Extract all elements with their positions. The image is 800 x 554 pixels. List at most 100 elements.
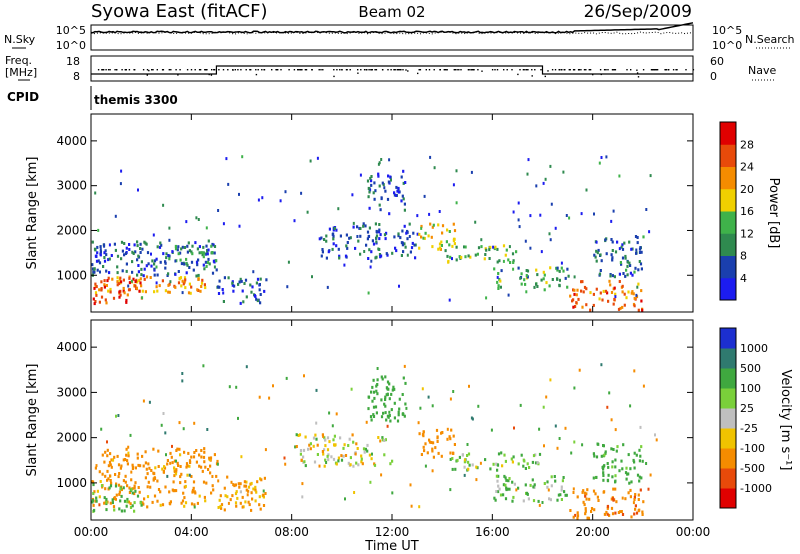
heatmap-cell: [142, 399, 145, 403]
heatmap-cell: [208, 262, 211, 266]
nave-point: [580, 69, 582, 71]
heatmap-cell: [293, 219, 296, 223]
heatmap-cell: [168, 290, 171, 294]
heatmap-cell: [139, 242, 142, 246]
heatmap-cell: [361, 462, 364, 466]
heatmap-cell: [614, 474, 617, 478]
heatmap-cell: [499, 279, 502, 283]
heatmap-cell: [363, 250, 366, 253]
heatmap-cell: [206, 249, 209, 252]
heatmap-cell: [513, 426, 515, 430]
heatmap-cell: [618, 174, 621, 178]
heatmap-cell: [211, 475, 214, 478]
nave-point: [468, 69, 470, 71]
heatmap-cell: [582, 489, 585, 493]
nave-point: [349, 69, 351, 71]
heatmap-cell: [131, 491, 134, 495]
heatmap-cell: [128, 243, 131, 246]
heatmap-cell: [623, 292, 626, 296]
heatmap-cell: [206, 261, 210, 264]
nave-point: [481, 70, 483, 72]
colorbar-tick-label: -1000: [740, 482, 772, 495]
heatmap-cell: [195, 449, 198, 452]
heatmap-cell: [303, 460, 306, 464]
heatmap-cell: [401, 412, 405, 416]
heatmap-cell: [92, 480, 95, 484]
heatmap-cell: [116, 254, 120, 258]
heatmap-cell: [575, 293, 578, 297]
heatmap-cell: [402, 376, 405, 380]
heatmap-cell: [177, 270, 180, 273]
heatmap-cell: [118, 507, 121, 511]
heatmap-cell: [301, 495, 304, 499]
heatmap-cell: [220, 503, 224, 507]
power-plot-frame: [90, 113, 694, 313]
heatmap-cell: [605, 155, 608, 159]
heatmap-cell: [219, 504, 222, 508]
heatmap-cell: [466, 454, 469, 457]
velocity-ylabel: Slant Range [km]: [25, 364, 40, 477]
heatmap-cell: [598, 272, 602, 276]
heatmap-cell: [467, 467, 470, 471]
heatmap-cell: [300, 458, 303, 462]
heatmap-cell: [380, 158, 383, 161]
nave-point: [97, 69, 100, 71]
heatmap-cell: [155, 281, 158, 285]
heatmap-cell: [343, 263, 346, 267]
heatmap-cell: [526, 492, 529, 496]
heatmap-cell: [562, 170, 565, 174]
heatmap-cell: [95, 293, 98, 297]
heatmap-cell: [117, 463, 121, 467]
nave-point: [651, 69, 653, 71]
heatmap-cell: [179, 258, 182, 262]
nsky-label: N.Sky: [4, 33, 36, 46]
heatmap-cell: [557, 493, 560, 497]
heatmap-cell: [431, 469, 434, 473]
heatmap-cell: [580, 212, 583, 216]
heatmap-cell: [536, 273, 539, 277]
heatmap-cell: [326, 436, 330, 440]
heatmap-cell: [418, 232, 421, 236]
heatmap-cell: [99, 248, 102, 252]
heatmap-cell: [633, 369, 636, 373]
heatmap-cell: [130, 279, 133, 283]
heatmap-cell: [171, 461, 174, 465]
nave-point: [558, 69, 561, 71]
heatmap-cell: [636, 285, 639, 289]
heatmap-cell: [245, 488, 248, 492]
heatmap-cell: [633, 512, 636, 516]
heatmap-cell: [312, 444, 315, 448]
nave-point: [204, 69, 206, 71]
velocity-plot-frame: [90, 319, 694, 521]
nave-point: [151, 69, 153, 71]
heatmap-cell: [134, 250, 137, 254]
heatmap-cell: [397, 232, 400, 236]
heatmap-cell: [611, 258, 614, 262]
heatmap-cell: [539, 213, 542, 217]
heatmap-cell: [185, 261, 188, 265]
nave-point: [333, 69, 335, 71]
heatmap-cell: [612, 209, 615, 213]
heatmap-cell: [373, 181, 376, 185]
heatmap-cell: [503, 453, 506, 457]
nave-point: [374, 69, 376, 71]
heatmap-cell: [572, 288, 575, 292]
heatmap-cell: [108, 243, 111, 247]
heatmap-cell: [156, 245, 159, 249]
heatmap-cell: [144, 290, 147, 294]
heatmap-cell: [122, 486, 125, 490]
heatmap-cell: [625, 466, 628, 470]
heatmap-cell: [533, 483, 536, 487]
heatmap-cell: [118, 492, 121, 496]
heatmap-cell: [424, 442, 427, 446]
heatmap-cell: [449, 437, 452, 441]
heatmap-cell: [327, 250, 330, 254]
heatmap-cell: [174, 472, 178, 476]
heatmap-cell: [323, 464, 326, 468]
heatmap-cell: [321, 248, 324, 251]
heatmap-cell: [408, 235, 411, 238]
heatmap-cell: [496, 260, 499, 264]
heatmap-cell: [183, 496, 186, 500]
nave-point: [471, 69, 474, 71]
heatmap-cell: [406, 253, 409, 257]
